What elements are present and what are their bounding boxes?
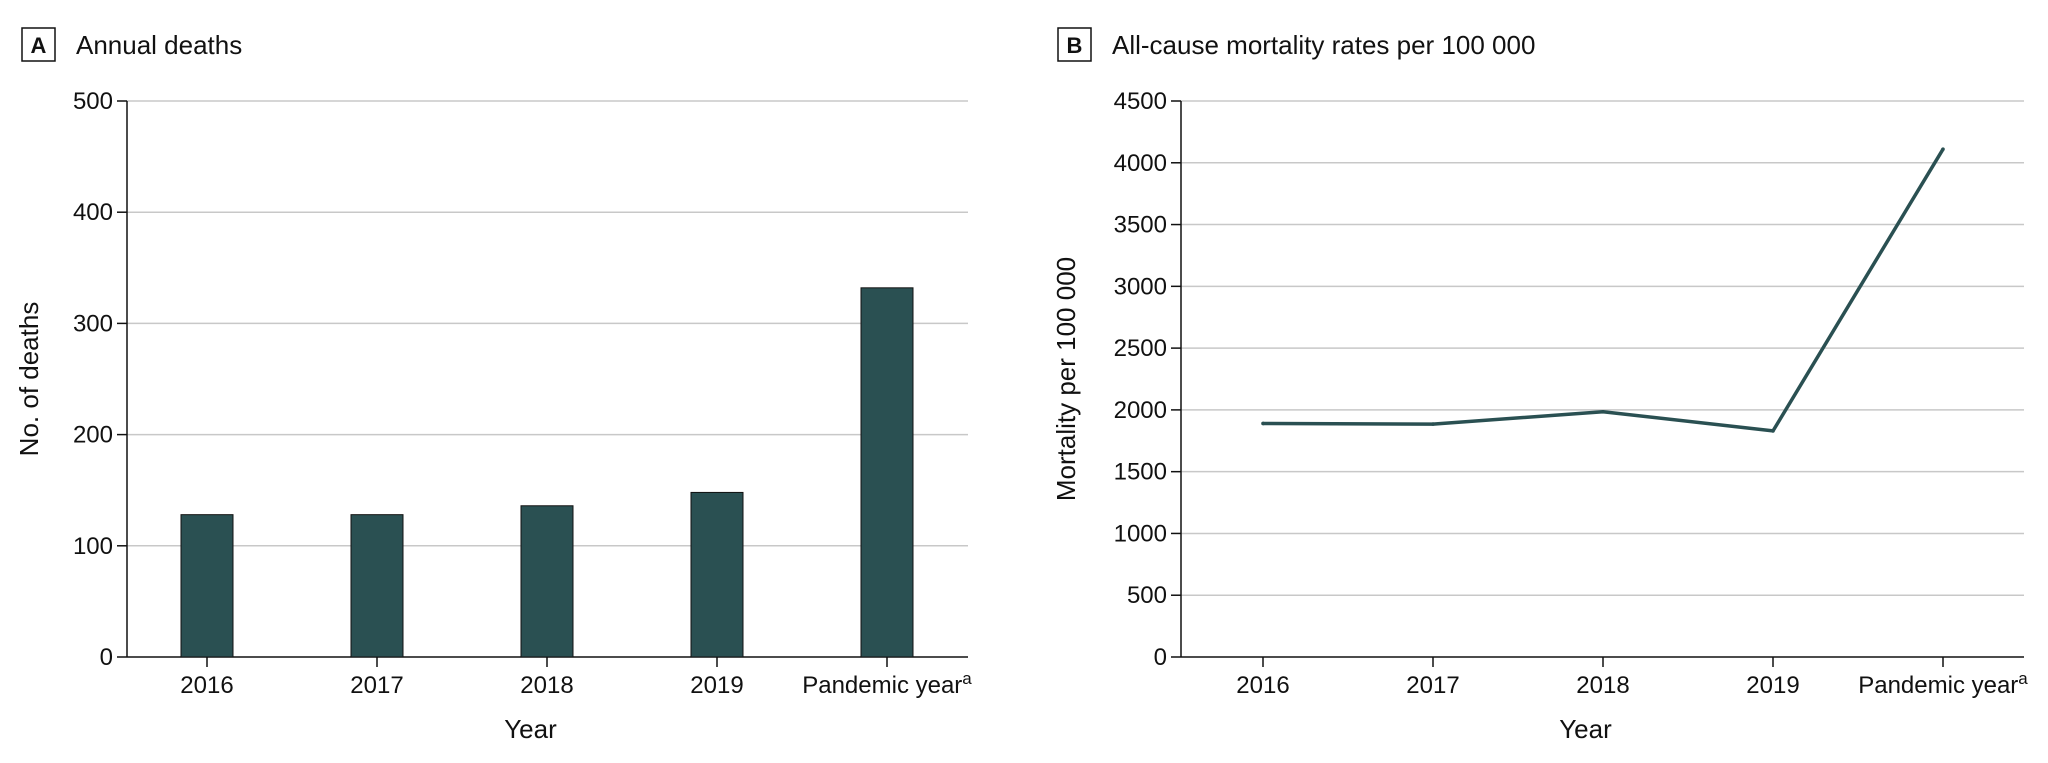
chart-a-x-tick-label: Pandemic yeara [802, 669, 972, 699]
chart-a-y-tick-label: 100 [73, 533, 113, 560]
chart-b-x-tick-label-text: 2018 [1576, 672, 1629, 699]
chart-b-x-tick-label-text: 2017 [1406, 672, 1459, 699]
chart-a-bar-2018 [520, 505, 574, 658]
chart-a-bar-2019 [690, 491, 744, 658]
chart-b-mortality-rates: 0 500 1000 1500 2000 2500 3000 3500 4000 4500 2016… [1051, 88, 2028, 744]
chart-a-y-tick-label: 0 [100, 644, 113, 671]
chart-b-y-tick-label: 3500 [1114, 212, 1167, 239]
chart-b-point-2018 [1601, 409, 1605, 414]
chart-b-x-tick-label: 2016 [1236, 672, 1289, 699]
chart-a-y-axis-label: No. of deaths [14, 302, 44, 457]
chart-b-x-tick-label-text: Pandemic year [1858, 672, 2018, 699]
panel-b-letter-box [1057, 27, 1092, 62]
panel-b-letter: B [1067, 33, 1083, 58]
chart-b-point-2019 [1771, 429, 1775, 433]
chart-b-x-tick-label: Pandemic yeara [1858, 669, 2028, 699]
chart-b-y-tick-label: 3000 [1114, 273, 1167, 300]
chart-b-x-tick-label-footnote: a [2018, 669, 2028, 688]
chart-a-x-tick-label-text: Pandemic year [802, 672, 962, 699]
chart-a-x-tick-label-footnote: a [962, 669, 972, 688]
chart-a-x-tick-label-text: 2017 [350, 672, 403, 699]
chart-b-point-pandemic-year [1941, 147, 1945, 151]
chart-a-y-tick-label: 400 [73, 199, 113, 226]
chart-b-y-tick-label: 1000 [1114, 520, 1167, 547]
chart-a-x-tick-label-text: 2016 [180, 672, 233, 699]
chart-a-bar-pandemic-year [860, 287, 914, 658]
chart-b-x-tick-label: 2017 [1406, 672, 1459, 699]
chart-b-y-tick-label: 2000 [1114, 397, 1167, 424]
chart-a-bar-2016 [180, 514, 234, 658]
chart-a-x-tick-label: 2018 [520, 672, 573, 699]
chart-a-x-tick-label: 2017 [350, 672, 403, 699]
panel-a-title: Annual deaths [76, 30, 242, 60]
chart-a-x-tick-label-text: 2019 [690, 672, 743, 699]
panel-a-letter: A [31, 33, 47, 58]
chart-b-x-tick-label-text: 2016 [1236, 672, 1289, 699]
chart-a-x-tick-label: 2016 [180, 672, 233, 699]
chart-b-x-tick-label: 2018 [1576, 672, 1629, 699]
chart-b-y-tick-label: 4500 [1114, 88, 1167, 115]
chart-b-x-axis-label: Year [1559, 714, 1612, 744]
panel-a-letter-box [21, 27, 56, 62]
chart-b-y-tick-label: 500 [1127, 582, 1167, 609]
chart-b-y-axis-label: Mortality per 100 000 [1051, 257, 1081, 501]
chart-b-y-tick-label: 1500 [1114, 459, 1167, 486]
panel-b-header: B All-cause mortality rates per 100 000 [1057, 27, 1535, 62]
chart-b-point-2016 [1261, 421, 1265, 426]
chart-a-y-tick-label: 300 [73, 310, 113, 337]
chart-b-x-tick-label: 2019 [1746, 672, 1799, 699]
chart-a-x-axis-label: Year [504, 714, 557, 744]
chart-a-y-tick-label: 200 [73, 422, 113, 449]
chart-a-y-tick-label: 500 [73, 88, 113, 115]
chart-b-x-tick-label-text: 2019 [1746, 672, 1799, 699]
chart-a-x-tick-label-text: 2018 [520, 672, 573, 699]
chart-b-series-line [1262, 148, 1945, 433]
chart-a-x-tick-label: 2019 [690, 672, 743, 699]
chart-b-y-tick-label: 2500 [1114, 335, 1167, 362]
chart-a-annual-deaths: 0 100 200 300 400 500 2016 2017 2018 2019 Pandemic… [14, 88, 972, 744]
panel-b-title: All-cause mortality rates per 100 000 [1112, 30, 1535, 60]
chart-b-point-2017 [1431, 422, 1435, 426]
chart-a-bar-2017 [350, 514, 404, 658]
chart-b-y-tick-label: 0 [1154, 644, 1167, 671]
chart-b-y-tick-label: 4000 [1114, 150, 1167, 177]
panel-a-header: A Annual deaths [21, 27, 242, 62]
